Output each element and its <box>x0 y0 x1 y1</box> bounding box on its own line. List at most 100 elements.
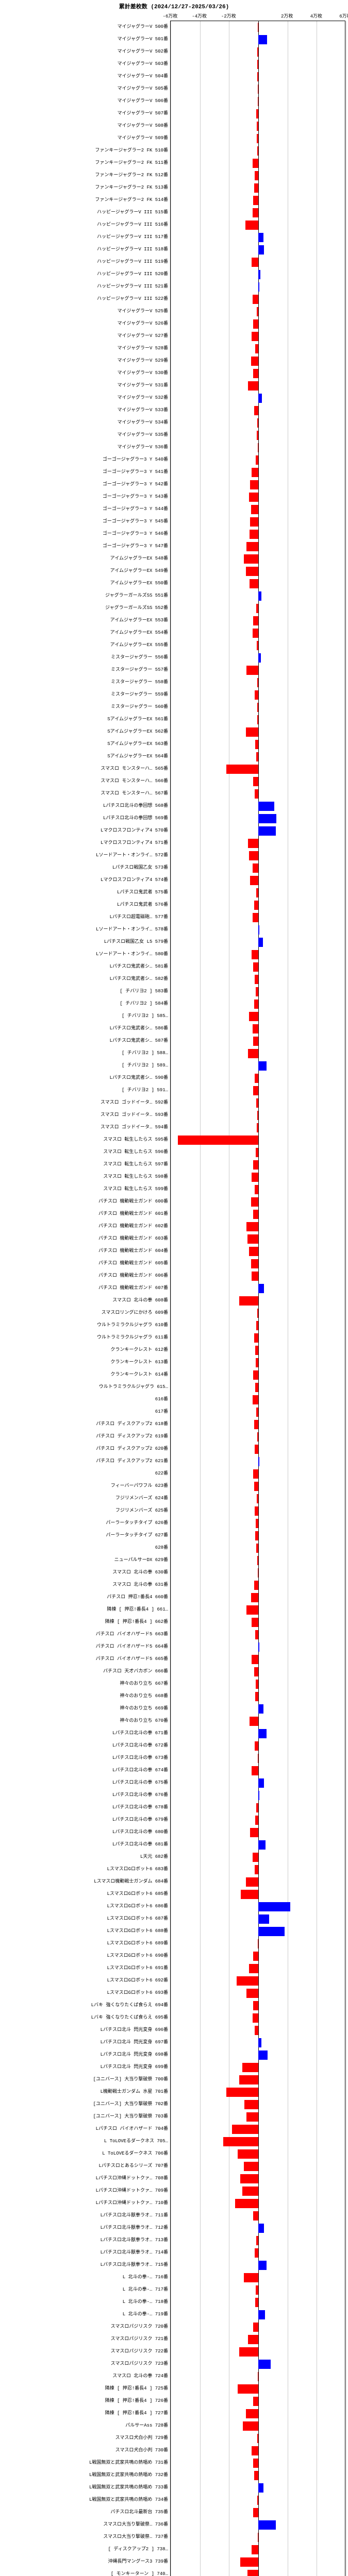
row-label: アイムジャグラーEX 548番 <box>0 552 170 565</box>
bar <box>257 307 258 316</box>
bar <box>255 690 258 700</box>
bar <box>253 2397 258 2406</box>
bar <box>256 1408 258 1417</box>
row-label: スマスロ モンスターハ… 567番 <box>0 787 170 800</box>
bar <box>256 1519 258 1528</box>
row-label: パチスロ 機動戦士ガンド 607番 <box>0 1282 170 1294</box>
bar <box>256 1148 258 1157</box>
axis-row: -6万枚-4万枚-2万枚2万枚4万枚6万枚 <box>0 12 348 21</box>
bar <box>258 394 262 403</box>
bar <box>248 839 258 848</box>
bar <box>244 2162 258 2171</box>
row-label: LスマスロGロボット6 685番 <box>0 1888 170 1900</box>
row-label: Lパチスロ北斗の拳 673番 <box>0 1752 170 1764</box>
row-label: Lパチスロ北斗の拳回想 569番 <box>0 812 170 824</box>
row-label: L 北斗の拳-… 716番 <box>0 2271 170 2283</box>
row-label: Lパチスロ北斗 閃光変身 697番 <box>0 2036 170 2048</box>
row-label: ミスタージャグラー 559番 <box>0 688 170 701</box>
bar <box>253 196 258 205</box>
row-label: ファンキージャグラー2 FK 512番 <box>0 169 170 181</box>
bar <box>258 2520 276 2530</box>
row-label: パチスロ北斗最新台 735番 <box>0 2506 170 2518</box>
row-label: Lパチスロ北斗の拳 679番 <box>0 1814 170 1826</box>
bar <box>258 591 261 601</box>
row-label: アイムジャグラーEX 554番 <box>0 626 170 639</box>
row-label: マイジャグラーV 531番 <box>0 379 170 392</box>
row-label: パチスロ 機動戦士ガンド 601番 <box>0 1208 170 1220</box>
bar <box>253 1037 258 1046</box>
bar <box>253 1370 258 1380</box>
bar <box>258 938 263 947</box>
x-tick-label: -2万枚 <box>221 12 236 19</box>
row-label: ミスタージャグラー 558番 <box>0 676 170 688</box>
bar <box>255 1383 258 1392</box>
row-label: L 北斗の拳-… 719番 <box>0 2308 170 2320</box>
row-label: Lソードアート・オンライ… 572番 <box>0 849 170 861</box>
bar <box>254 901 259 910</box>
bar <box>258 1642 259 1652</box>
row-label: LスマスロGロボット6 683番 <box>0 1863 170 1875</box>
row-label: マイジャグラーV 528番 <box>0 342 170 354</box>
row-label: Lパチスロ沖縄ドットクァ… 708番 <box>0 2172 170 2184</box>
bar <box>246 1222 258 1231</box>
row-label: ハッピージャグラーV III 522番 <box>0 293 170 305</box>
row-label: L戦国無双と武家共鳴の熱唱め 732番 <box>0 2469 170 2481</box>
bar <box>249 493 258 502</box>
row-label: スマスロ モンスターハ… 566番 <box>0 775 170 787</box>
row-label: マイジャグラーV 526番 <box>0 317 170 330</box>
row-label: スマスロ 転生したらス 598番 <box>0 1171 170 1183</box>
row-label: マイジャグラーV 533番 <box>0 404 170 416</box>
row-label: ハッピージャグラーV III 516番 <box>0 218 170 231</box>
row-label: ウルトラミラクルジャグラ 611番 <box>0 1331 170 1344</box>
bar <box>256 1098 258 1108</box>
bar <box>240 2174 258 2183</box>
row-label: スマスロリングにかけろ 609番 <box>0 1307 170 1319</box>
bar <box>256 987 258 996</box>
row-label: マイジャグラーV 536番 <box>0 441 170 453</box>
bar <box>257 678 258 687</box>
row-label: マイジャグラーV 535番 <box>0 429 170 441</box>
row-label: マイジャグラーV 509番 <box>0 132 170 144</box>
row-label: Lパチスロ戦国乙女 L5 579番 <box>0 936 170 948</box>
row-label: フジリメンバーズ 625番 <box>0 1504 170 1517</box>
row-label: ゴーゴージャグラー3 Y 546番 <box>0 528 170 540</box>
bar <box>255 740 258 749</box>
bar <box>252 258 258 267</box>
bar <box>238 2384 258 2394</box>
bar <box>258 1902 290 1911</box>
row-label: Lバキ 強くなりたくば食らえ 694番 <box>0 1999 170 2011</box>
bar <box>256 888 258 897</box>
row-label: マイジャグラーV 505番 <box>0 82 170 95</box>
bar <box>251 1593 258 1602</box>
row-label: マイジャグラーV 501番 <box>0 33 170 45</box>
row-label: LスマスロGロボット6 687番 <box>0 1912 170 1925</box>
bar <box>252 950 258 959</box>
bar <box>258 2360 271 2369</box>
row-label: Lパチスロ鬼武者 576番 <box>0 899 170 911</box>
row-label: Lパチスロ北斗の拳 674番 <box>0 1764 170 1776</box>
bar <box>255 1692 258 1701</box>
bar <box>250 530 258 539</box>
bar <box>255 1741 258 1751</box>
row-label: ゴーゴージャグラー3 Y 540番 <box>0 453 170 466</box>
bar <box>253 616 258 625</box>
bar <box>250 1828 258 1837</box>
row-label: Lパチスロ北斗獣拳ラオ… 715番 <box>0 2259 170 2271</box>
bar <box>258 1927 285 1936</box>
bar <box>254 1333 258 1343</box>
row-label: LスマスロGロボット6 692番 <box>0 1974 170 1987</box>
row-label: スマスロパジリスク 721番 <box>0 2333 170 2345</box>
row-label: Lパチスロとあるシリーズ 707番 <box>0 2160 170 2172</box>
bar <box>247 2570 258 2576</box>
row-label: LスマスロGロボット6 690番 <box>0 1950 170 1962</box>
bar <box>258 802 274 811</box>
bar <box>258 1061 267 1071</box>
row-label: ゴーゴージャグラー3 Y 543番 <box>0 490 170 503</box>
bar <box>257 60 258 69</box>
row-label: SアイムジャグラーEX 562番 <box>0 725 170 738</box>
row-label: 622番 <box>0 1467 170 1480</box>
x-axis-labels: -6万枚-4万枚-2万枚2万枚4万枚6万枚 <box>170 12 345 21</box>
row-label: ジャグラーガールズSS 551番 <box>0 589 170 602</box>
bar <box>254 1420 259 1429</box>
bar <box>178 1136 258 1145</box>
